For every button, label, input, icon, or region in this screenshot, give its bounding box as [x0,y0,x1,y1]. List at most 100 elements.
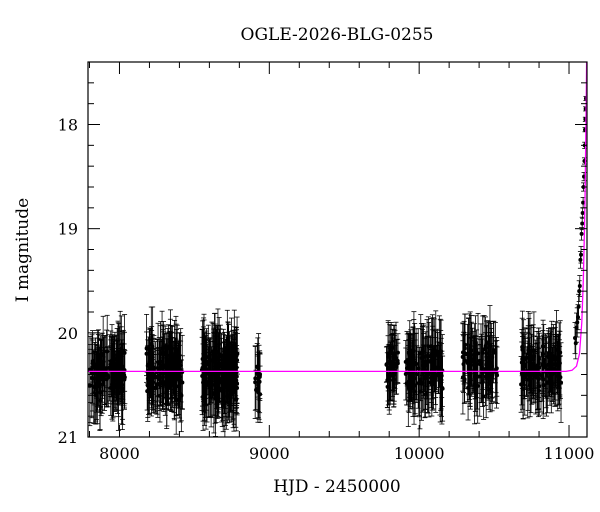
data-point [521,387,526,392]
data-point [536,360,541,365]
data-point [424,359,429,364]
data-point [432,353,437,358]
data-point [577,283,582,288]
x-tick-label: 9000 [249,444,290,463]
data-point [145,383,150,388]
data-point [529,367,534,372]
data-point [165,375,170,380]
data-point [208,375,213,380]
data-point [88,383,92,388]
data-point [439,385,444,390]
data-point [495,373,500,378]
data-point [580,221,585,226]
data-point [575,320,580,325]
data-point [168,357,173,362]
data-point [145,389,150,394]
data-point [406,385,411,390]
y-tick-label: 20 [58,324,78,343]
data-point [466,354,471,359]
data-point [478,362,483,367]
data-point [121,374,126,379]
data-point [479,366,484,371]
data-point [476,351,481,356]
data-point [429,380,434,385]
data-point [421,354,426,359]
data-point [90,361,95,366]
data-point [522,374,527,379]
data-point [214,391,219,396]
y-tick-label: 21 [58,428,78,447]
data-point [484,375,489,380]
data-point [539,373,544,378]
data-point [579,252,584,257]
data-point [557,361,562,366]
plot-marks [88,62,587,437]
data-point [214,366,219,371]
data-point [92,385,97,390]
data-point [144,346,149,351]
data-point [255,386,260,391]
x-tick-label: 8000 [99,444,140,463]
data-point [255,371,260,376]
data-point [160,346,165,351]
data-point [253,380,258,385]
data-point [201,395,206,400]
data-point [171,371,176,376]
data-point [460,375,465,380]
data-point [576,315,581,320]
data-point [463,342,468,347]
data-point [577,289,582,294]
data-point [580,211,585,216]
data-point [147,364,152,369]
data-point [436,371,441,376]
data-point [417,380,422,385]
data-point [204,359,209,364]
data-point [114,361,119,366]
data-point [224,365,229,370]
data-point [581,200,586,205]
data-point [559,380,564,385]
data-point [203,368,208,373]
data-point [216,380,221,385]
data-point [216,372,221,377]
data-point [471,362,476,367]
data-point [490,372,495,377]
data-point [423,392,428,397]
data-point [482,347,487,352]
data-point [175,374,180,379]
y-axis-label: I magnitude [13,198,33,302]
data-point [579,231,584,236]
data-point [113,378,118,383]
data-point [119,346,124,351]
data-point [466,385,471,390]
model-curve [88,62,587,373]
data-point [473,365,478,370]
data-point [119,382,124,387]
data-point [234,378,239,383]
x-tick-label: 11000 [544,444,595,463]
data-point [258,392,263,397]
data-point [535,364,540,369]
data-point [531,361,536,366]
data-point [406,350,411,355]
axis-ticks: 8000 9000 10000 11000 18 19 20 21 [58,61,595,463]
data-point [101,359,106,364]
plot-area [88,62,587,437]
data-point [230,355,235,360]
data-point [422,366,427,371]
x-axis-label: HJD - 2450000 [273,477,401,497]
data-point [395,361,400,366]
data-point [112,363,117,368]
data-point [488,360,493,365]
data-point [541,357,546,362]
data-point [526,345,531,350]
data-point [110,382,115,387]
data-point [429,375,434,380]
data-point [221,388,226,393]
data-point [526,351,531,356]
data-point [115,371,120,376]
data-point [386,366,391,371]
data-point [393,356,398,361]
data-point [155,381,160,386]
